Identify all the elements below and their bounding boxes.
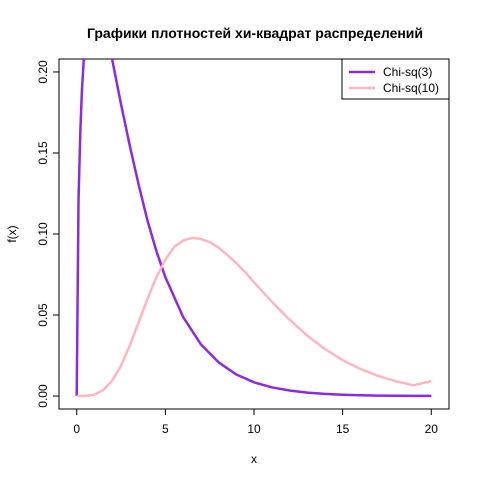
chart-title: Графики плотностей хи-квадрат распределе… [87, 25, 423, 41]
x-tick-label: 0 [73, 422, 80, 436]
y-axis-label: f(x) [5, 225, 19, 242]
x-tick-label: 10 [247, 422, 261, 436]
series-curves [75, 59, 432, 398]
x-tick-label: 15 [336, 422, 350, 436]
series-line-0 [75, 59, 432, 398]
legend: Chi-sq(3) Chi-sq(10) [341, 58, 450, 100]
legend-label: Chi-sq(3) [383, 65, 432, 79]
y-tick-label: 0.05 [36, 303, 50, 327]
legend-box [341, 58, 450, 100]
x-tick-label: 5 [162, 422, 169, 436]
y-axis: 0.00 0.05 0.10 0.15 0.20 [36, 60, 60, 408]
y-tick-label: 0.10 [36, 222, 50, 246]
x-axis-label: x [251, 452, 257, 466]
y-tick-label: 0.00 [36, 384, 50, 408]
y-tick-label: 0.15 [36, 141, 50, 165]
plot-area-frame [58, 58, 450, 410]
series-line-1 [76, 236, 432, 398]
x-axis: 0 5 10 15 20 [73, 408, 439, 436]
y-tick-label: 0.20 [36, 60, 50, 84]
legend-label: Chi-sq(10) [383, 81, 439, 95]
x-tick-label: 20 [425, 422, 439, 436]
